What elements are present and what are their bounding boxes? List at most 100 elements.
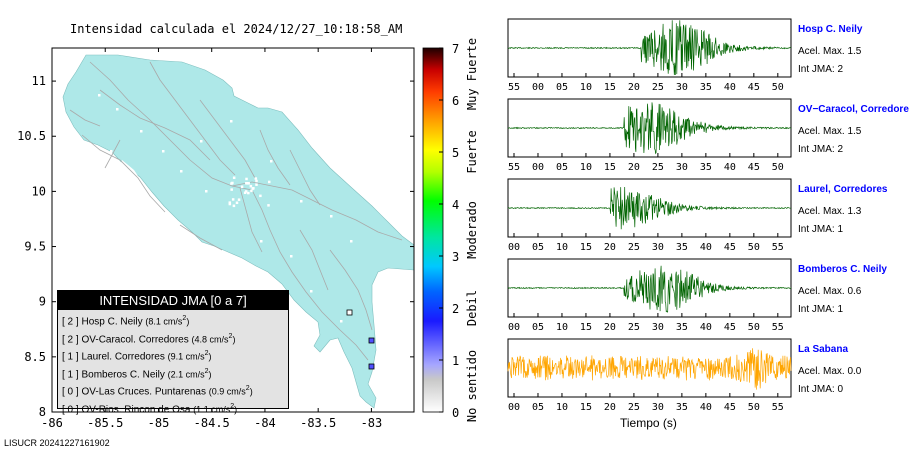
map-x-axis: -86 -85.5 -85 -84.5 -84 -83.5 -83 xyxy=(41,48,382,430)
city-marker xyxy=(230,188,233,191)
seismogram-panel: 00 05 10 15 20 25 30 35 40 45 50 55 xyxy=(507,338,792,413)
map-y-tick-label: 8 xyxy=(39,405,46,419)
panel-tick-label: 10 xyxy=(580,82,592,93)
panel-tick-label: 15 xyxy=(580,322,592,333)
city-marker xyxy=(260,240,263,243)
panel-station-name: Hosp C. Neily xyxy=(798,24,863,35)
colorbar-level-label: Fuerte xyxy=(465,130,479,173)
city-marker xyxy=(255,183,258,186)
panel-tick-label: 15 xyxy=(604,162,616,173)
panel-tick-label: 20 xyxy=(628,162,640,173)
panel-tick-label: 50 xyxy=(748,242,760,253)
road xyxy=(104,139,121,169)
panel-tick-label: 55 xyxy=(508,162,520,173)
panel-station-name: La Sabana xyxy=(798,344,849,355)
panel-tick-label: 20 xyxy=(604,402,616,413)
map-y-tick-label: 8.5 xyxy=(24,350,46,364)
colorbar-tick-label: 2 xyxy=(452,302,459,316)
panel-tick-label: 45 xyxy=(748,162,760,173)
city-marker xyxy=(235,201,239,205)
city-marker xyxy=(270,160,273,163)
city-marker xyxy=(252,187,255,190)
legend-item-station: Laurel. Corredores xyxy=(81,351,165,363)
legend-item-close: ) xyxy=(208,368,212,379)
legend-item: [ 2 ] OV-Caracol. Corredores (4.8 cm/s2) xyxy=(58,328,288,346)
panel-tick-label: 10 xyxy=(556,402,568,413)
legend-item-level: [ 0 ] xyxy=(62,386,79,398)
panel-tick-label: 00 xyxy=(508,242,520,253)
city-marker xyxy=(162,150,165,153)
legend-item: [ 1 ] Bomberos C. Neily (2.1 cm/s2) xyxy=(58,363,288,381)
seismogram-panel: 55 00 05 10 15 20 25 30 35 40 45 50 xyxy=(507,98,792,173)
map-x-tick-label: -85 xyxy=(148,416,170,430)
road xyxy=(231,181,403,241)
panel-tick-label: 55 xyxy=(508,82,520,93)
legend-item-level: [ 2 ] xyxy=(62,333,79,345)
seismogram-panel: 55 00 05 10 15 20 25 30 35 40 45 50 xyxy=(507,18,792,93)
city-marker xyxy=(232,204,236,208)
city-marker xyxy=(228,202,232,206)
map-area xyxy=(62,54,414,409)
panel-tick-label: 30 xyxy=(676,162,688,173)
map-x-tick-label: -85.5 xyxy=(87,416,123,430)
road xyxy=(259,129,291,186)
panel-tick-label: 15 xyxy=(604,82,616,93)
panel-info: Bomberos C. Neily Acel. Max. 0.6 Int JMA: … xyxy=(798,261,887,319)
city-marker xyxy=(330,215,333,218)
legend-item-station: OV-Las Cruces. Puntarenas xyxy=(81,386,206,398)
city-marker xyxy=(247,191,250,195)
map-y-tick-label: 10.5 xyxy=(17,129,46,143)
road xyxy=(99,89,211,161)
panel-max-accel: Acel. Max. 1.5 xyxy=(798,46,862,57)
road xyxy=(149,61,236,176)
panel-station-name: Bomberos C. Neily xyxy=(798,264,887,275)
panel-tick-label: 10 xyxy=(556,322,568,333)
panel-tick-label: 50 xyxy=(748,322,760,333)
map-title: Intensidad calculada el 2024/12/27_10:18… xyxy=(70,22,403,36)
panel-tick-label: 30 xyxy=(652,322,664,333)
panel-tick-label: 15 xyxy=(580,242,592,253)
road xyxy=(81,134,166,213)
map-x-tick-label: -83 xyxy=(361,416,383,430)
city-marker xyxy=(231,181,234,185)
legend-item-accel: (2.1 cm/s xyxy=(167,368,205,379)
legend-item-unit-exponent: 2 xyxy=(245,385,250,392)
panel-frame xyxy=(507,338,792,398)
panel-max-accel: Acel. Max. 0.0 xyxy=(798,366,862,377)
legend-item-station: Hosp C. Neily xyxy=(81,316,143,328)
road xyxy=(289,149,321,206)
panel-jma-intensity: Int JMA: 2 xyxy=(798,144,844,155)
road xyxy=(89,61,253,191)
map-y-tick-label: 10 xyxy=(32,184,46,198)
colorbar-ticks: 0 1 2 3 4 5 6 7 xyxy=(439,42,459,420)
panel-info: La Sabana Acel. Max. 0.0 Int JMA: 0 xyxy=(798,341,861,399)
colorbar-tick-label: 6 xyxy=(452,94,459,108)
panel-tick-label: 25 xyxy=(628,242,640,253)
city-marker xyxy=(205,190,208,193)
legend-item-close: ) xyxy=(234,403,238,414)
road xyxy=(69,109,101,127)
panel-max-accel: Acel. Max. 0.6 xyxy=(798,286,862,297)
colorbar-level-label: Muy Fuerte xyxy=(465,38,479,110)
panel-tick-label: 00 xyxy=(508,402,520,413)
panel-tick-label: 40 xyxy=(700,322,712,333)
panel-tick-label: 55 xyxy=(772,322,784,333)
panel-tick-label: 00 xyxy=(532,82,544,93)
panel-info: Hosp C. Neily Acel. Max. 1.5 Int JMA: 2 xyxy=(798,21,862,79)
city-marker xyxy=(246,182,249,185)
panel-info: Laurel, Corredores Acel. Max. 1.3 Int JMA:… xyxy=(798,181,887,239)
colorbar xyxy=(422,47,444,413)
map-x-tick-label: -84 xyxy=(254,416,276,430)
panel-tick-label: 25 xyxy=(628,402,640,413)
colorbar-level-label: Debil xyxy=(465,290,479,326)
panel-tick-label: 00 xyxy=(532,162,544,173)
colorbar-tick-label: 4 xyxy=(452,198,459,212)
legend-item-accel: (0.9 cm/s xyxy=(208,386,246,397)
panel-tick-label: 05 xyxy=(532,322,544,333)
legend-item-unit-exponent: 2 xyxy=(230,402,235,410)
city-marker xyxy=(140,130,143,133)
city-marker xyxy=(243,191,247,195)
panel-tick-label: 40 xyxy=(724,162,736,173)
colorbar-tick-label: 1 xyxy=(452,354,459,368)
